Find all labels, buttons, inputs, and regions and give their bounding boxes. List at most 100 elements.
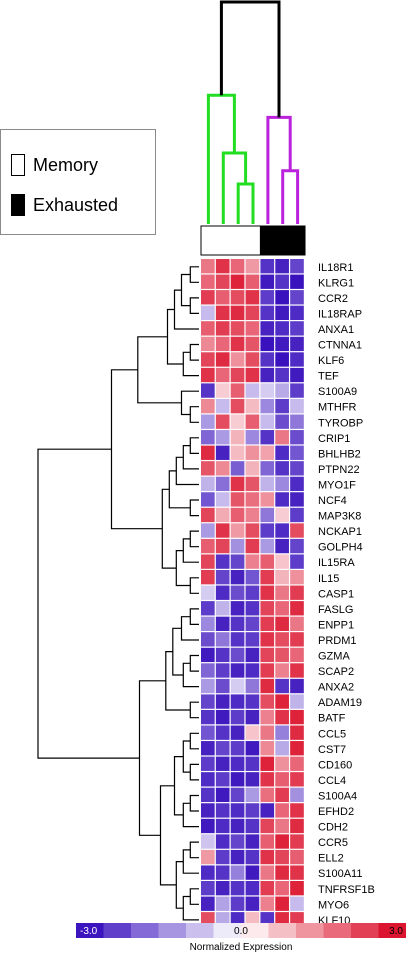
heatmap-cell <box>201 585 215 600</box>
heatmap-cell <box>260 647 275 663</box>
heatmap-cell <box>275 445 289 460</box>
column-dendrogram-branch <box>221 151 248 224</box>
heatmap-cell <box>290 849 304 865</box>
heatmap-cell <box>260 694 275 709</box>
heatmap-cell <box>201 616 215 631</box>
heatmap-cell <box>245 305 260 320</box>
row-dendrogram-branch <box>180 273 191 307</box>
gene-label: KLF6 <box>318 355 344 367</box>
heatmap-cell <box>201 849 215 865</box>
heatmap-cell <box>260 772 275 787</box>
heatmap-cell <box>201 274 215 289</box>
row-dendrogram-branch <box>189 499 199 517</box>
heatmap-cell <box>245 694 260 709</box>
legend-label-exhausted: Exhausted <box>33 194 119 215</box>
heatmap-cell <box>201 741 215 756</box>
heatmap-cell <box>230 352 245 367</box>
heatmap-cell <box>245 476 260 492</box>
group-legend: Memory Exhausted <box>0 129 156 235</box>
heatmap-cell <box>290 336 304 352</box>
row-dendrogram-branch <box>189 732 199 750</box>
heatmap-cell <box>260 367 275 383</box>
heatmap-cell <box>260 881 275 896</box>
heatmap-cell <box>201 896 215 911</box>
heatmap-cell <box>260 756 275 771</box>
colorbar-step <box>158 923 187 938</box>
heatmap-cell <box>201 694 215 709</box>
heatmap-cell <box>230 725 245 740</box>
row-dendrogram-branch <box>189 266 199 283</box>
heatmap-cell <box>230 849 245 865</box>
heatmap-cell <box>201 803 215 818</box>
row-dendrogram-branch <box>110 369 163 530</box>
gene-label: MYO1F <box>318 479 356 491</box>
heatmap-cell <box>230 663 245 678</box>
heatmap-cell <box>245 632 260 647</box>
row-dendrogram-branch <box>189 297 199 314</box>
gene-label: ELL2 <box>318 853 344 865</box>
heatmap-cell <box>290 367 304 383</box>
heatmap-cell <box>201 818 215 834</box>
heatmap-cell <box>230 414 245 429</box>
row-dendrogram-branch <box>182 740 191 773</box>
gene-label: SCAP2 <box>318 666 354 678</box>
heatmap-cell <box>260 259 275 274</box>
heatmap-cell <box>290 834 304 849</box>
heatmap-cell <box>275 290 289 305</box>
heatmap-cell <box>230 461 245 476</box>
row-dendrogram-branch <box>165 651 191 711</box>
heatmap-cell <box>275 507 289 523</box>
heatmap-cell <box>290 476 304 492</box>
row-dendrogram <box>37 266 199 921</box>
heatmap-cell <box>275 367 289 383</box>
heatmap-cell <box>201 787 215 803</box>
heatmap-cell <box>201 383 215 398</box>
heatmap-cell <box>215 274 230 289</box>
legend-item-memory: Memory <box>11 152 98 178</box>
heatmap-cell <box>290 818 304 834</box>
column-dendrogram-branch <box>281 169 300 224</box>
heatmap-cell <box>260 834 275 849</box>
row-dendrogram-branch <box>189 406 199 423</box>
heatmap-cell <box>245 538 260 554</box>
row-dendrogram-branch <box>189 794 199 812</box>
heatmap-cell <box>230 709 245 725</box>
gene-label: MYO6 <box>318 899 349 911</box>
row-dendrogram-branch <box>182 445 199 470</box>
heatmap-cell <box>215 492 230 507</box>
heatmap-cell <box>275 912 289 927</box>
heatmap-cell <box>290 787 304 803</box>
heatmap-cell <box>201 476 215 492</box>
heatmap-cell <box>245 259 260 274</box>
colorbar-step <box>103 923 132 938</box>
heatmap-cell <box>201 834 215 849</box>
heatmap-cell <box>260 507 275 523</box>
heatmap-cell <box>230 616 245 631</box>
heatmap-cell <box>230 881 245 896</box>
heatmap-cell <box>215 694 230 709</box>
colorbar-step <box>131 923 159 938</box>
heatmap-cell <box>215 538 230 554</box>
heatmap-cell <box>290 756 304 771</box>
heatmap-cell <box>245 756 260 771</box>
heatmap-cell <box>201 414 215 429</box>
column-dendrogram-branch <box>236 182 255 224</box>
colorbar-step <box>351 923 379 938</box>
heatmap-cell <box>215 321 230 336</box>
heatmap-cell <box>215 865 230 880</box>
heatmap-cell <box>245 398 260 414</box>
gene-label: NCKAP1 <box>318 526 362 538</box>
heatmap-cell <box>290 647 304 663</box>
heatmap-cell <box>215 912 230 927</box>
gene-label: S100A9 <box>318 386 357 398</box>
heatmap-cell <box>230 305 245 320</box>
scale-min-label: -3.0 <box>80 926 98 937</box>
heatmap-cell <box>201 709 215 725</box>
heatmap-cell <box>290 865 304 880</box>
heatmap-cell <box>245 818 260 834</box>
heatmap-cell <box>245 834 260 849</box>
row-dendrogram-branch <box>189 530 199 548</box>
heatmap-cell <box>260 663 275 678</box>
gene-label: BHLHB2 <box>318 448 361 460</box>
